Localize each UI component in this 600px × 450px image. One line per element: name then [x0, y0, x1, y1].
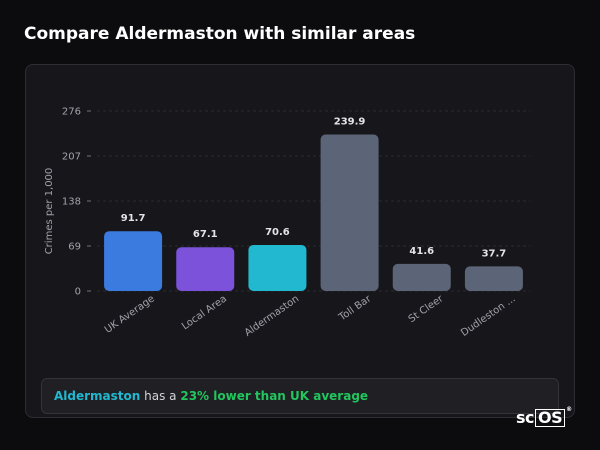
bar-value-label: 67.1: [193, 229, 218, 240]
summary-box: Aldermaston has a 23% lower than UK aver…: [41, 378, 559, 414]
bar[interactable]: [248, 244, 307, 291]
y-tick-label: 276: [62, 107, 81, 118]
bar-value-label: 239.9: [334, 117, 366, 128]
bar-value-label: 91.7: [121, 213, 146, 224]
x-tick-label: Aldermaston: [243, 293, 301, 338]
bar[interactable]: [464, 266, 523, 291]
bar-value-label: 41.6: [409, 246, 434, 257]
x-tick-label: Dudleston ...: [459, 293, 517, 339]
x-tick-label: St Cleer: [407, 293, 446, 325]
bar[interactable]: [320, 134, 379, 291]
bar[interactable]: [176, 247, 235, 291]
y-tick-label: 69: [68, 242, 81, 253]
summary-connector: has a: [140, 389, 181, 403]
registered-mark: ®: [566, 406, 572, 413]
bar[interactable]: [392, 263, 451, 291]
x-tick-label: UK Average: [103, 293, 157, 335]
logo-prefix: sc: [516, 408, 535, 427]
x-tick-label: Toll Bar: [336, 293, 374, 324]
y-tick-label: 0: [75, 287, 81, 298]
bar[interactable]: [104, 231, 163, 291]
scos-logo: sc OS ®: [516, 406, 572, 427]
summary-area-name: Aldermaston: [54, 389, 141, 403]
bar-value-label: 70.6: [265, 227, 290, 238]
summary-comparison: 23% lower than UK average: [180, 389, 369, 403]
y-tick-label: 207: [62, 152, 81, 163]
bar-value-label: 37.7: [482, 248, 507, 259]
y-axis-label: Crimes per 1,000: [44, 168, 55, 255]
x-tick-label: Local Area: [180, 293, 229, 332]
page-title: Compare Aldermaston with similar areas: [24, 24, 416, 44]
y-tick-label: 138: [62, 197, 81, 208]
logo-boxed-text: OS: [535, 408, 566, 427]
